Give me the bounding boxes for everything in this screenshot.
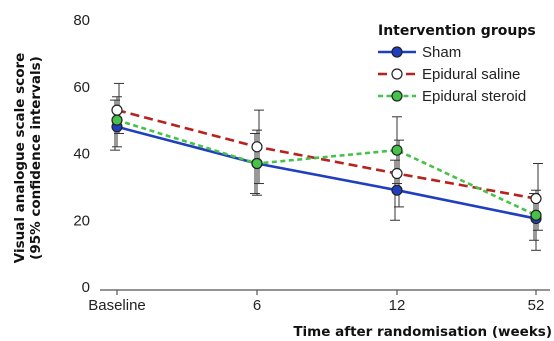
y-axis-title-line1: Visual analogue scale score <box>12 53 28 264</box>
y-tick-label-4: 80 <box>73 12 90 29</box>
error-bars <box>110 82 543 251</box>
y-axis-title-line2: (95% confidence intervals) <box>28 56 44 260</box>
data-point-0-2 <box>391 184 403 196</box>
x-tick-label-1: 6 <box>253 297 261 314</box>
legend-item-1: Epidural saline <box>378 66 520 83</box>
legend-label-0: Sham <box>422 44 461 61</box>
legend-items: Sham Epidural saline Epidural steroid <box>378 44 526 105</box>
x-tick-label-0: Baseline <box>88 297 146 314</box>
legend-label-1: Epidural saline <box>422 66 520 83</box>
y-axis-ticks: 0 20 40 60 80 <box>73 12 90 296</box>
series-line-2 <box>116 118 537 217</box>
data-point-2-2 <box>391 144 403 156</box>
legend-marker-1 <box>391 68 403 80</box>
x-axis-title: Time after randomisation (weeks) <box>293 324 552 340</box>
legend-item-0: Sham <box>378 44 461 61</box>
legend-label-2: Epidural steroid <box>422 88 526 105</box>
x-tick-label-3: 52 <box>528 297 545 314</box>
series-line-1 <box>116 108 537 200</box>
data-point-2-1 <box>251 157 263 170</box>
data-point-1-2 <box>391 167 403 180</box>
legend-title: Intervention groups <box>378 23 536 39</box>
y-axis-title: Visual analogue scale score (95% confide… <box>12 53 44 264</box>
data-point-2-3 <box>530 209 542 221</box>
y-tick-label-0: 0 <box>82 279 90 296</box>
legend-marker-0 <box>391 46 403 58</box>
series-line-0 <box>116 125 537 220</box>
data-point-2-0 <box>111 114 123 126</box>
y-tick-label-1: 20 <box>73 212 90 229</box>
y-tick-label-2: 40 <box>73 146 90 163</box>
legend: Intervention groups Sham Epidural saline E… <box>378 23 536 105</box>
y-tick-label-3: 60 <box>73 79 90 96</box>
data-point-1-3 <box>530 192 542 205</box>
data-point-1-1 <box>251 141 263 153</box>
legend-marker-2 <box>391 90 403 102</box>
x-tick-label-2: 12 <box>389 297 406 314</box>
data-point-1-0 <box>111 104 123 116</box>
x-axis-ticks: Baseline 6 12 52 <box>88 290 544 314</box>
legend-item-2: Epidural steroid <box>378 88 526 105</box>
series-lines <box>116 108 537 220</box>
data-points <box>111 104 542 225</box>
